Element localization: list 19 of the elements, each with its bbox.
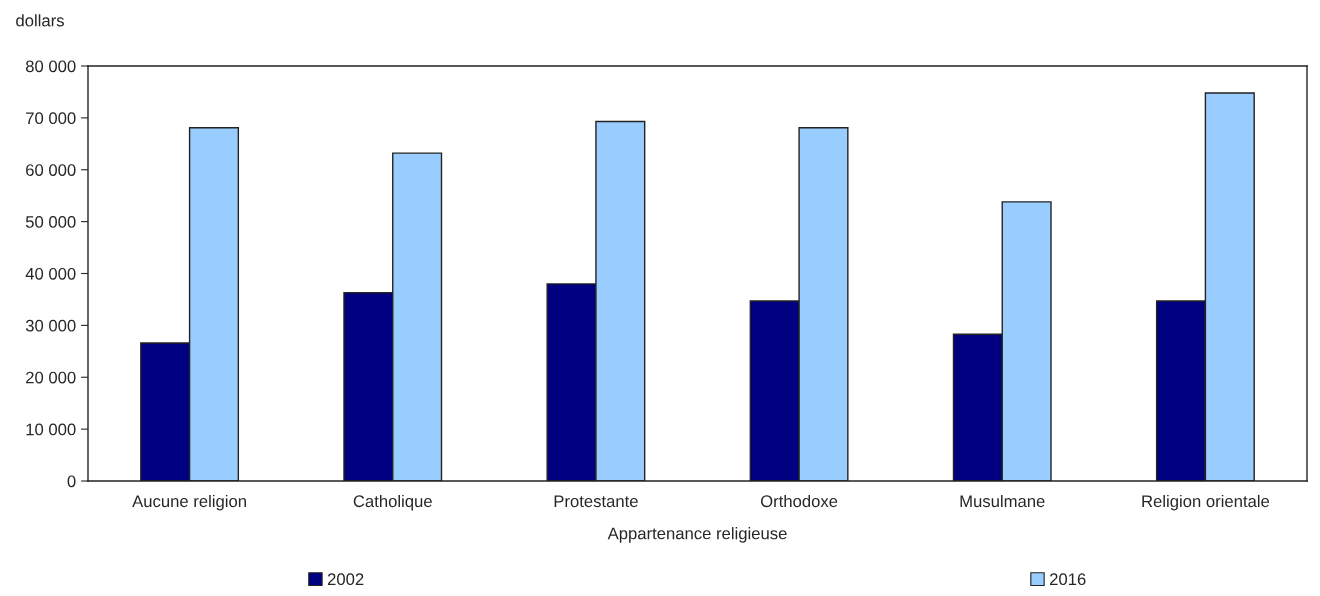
y-tick-label: 0 xyxy=(67,475,76,488)
y-tick-label: 20 000 xyxy=(26,371,76,384)
x-tick-label: Catholique xyxy=(353,494,432,511)
x-axis-title: Appartenance religieuse xyxy=(607,527,787,543)
y-tick-label: 50 000 xyxy=(25,216,76,228)
x-tick-label: Religion orientale xyxy=(1142,494,1270,511)
y-tick-label: 70 000 xyxy=(26,112,76,125)
x-tick-label: Musulmane xyxy=(960,494,1045,508)
x-tick-label: Orthodoxe xyxy=(760,494,838,508)
y-tick-label: 10 000 xyxy=(26,423,76,436)
y-tick-label: 30 000 xyxy=(25,319,76,332)
legend-label: 2002 xyxy=(327,573,364,586)
x-tick-label: Aucune religion xyxy=(132,494,246,511)
y-tick-label: 80 000 xyxy=(25,60,76,73)
y-tick-label: 60 000 xyxy=(26,164,76,176)
y-axis-title: dollars xyxy=(16,14,64,27)
x-tick-label: Protestante xyxy=(554,495,638,508)
y-tick-label: 40 000 xyxy=(25,267,76,280)
legend-label: 2016 xyxy=(1050,573,1086,586)
